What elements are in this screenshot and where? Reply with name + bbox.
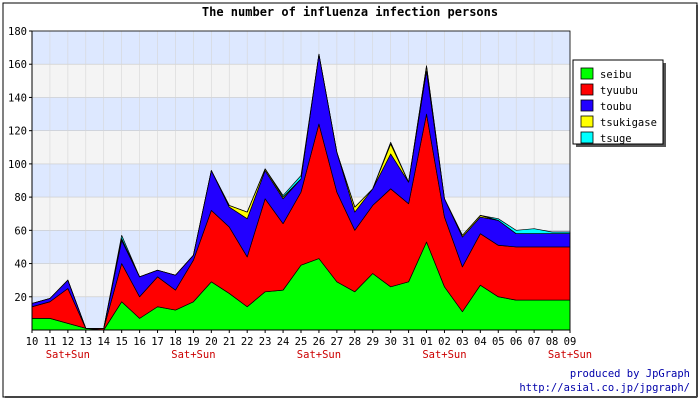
x-tick-label: 31: [402, 336, 415, 348]
credit-line-1: produced by JpGraph: [570, 368, 690, 380]
x-tick-label: 15: [115, 336, 128, 348]
y-axis-tick-labels: 20 40 60 80 100 120 140 160 180: [8, 26, 32, 304]
y-tick-label: 180: [8, 26, 27, 38]
x-axis-tick-labels: 10 11 12 13 14 15 16 17 18 19 20 21 22 23 24 25 26 27 28 29…: [26, 330, 577, 348]
legend-label-tsuge: tsuge: [600, 133, 632, 145]
x-tick-label: 26: [313, 336, 326, 348]
x-tick-label: 11: [44, 336, 57, 348]
x-tick-label: 04: [474, 336, 487, 348]
weekend-label: Sat+Sun: [297, 349, 341, 361]
y-tick-label: 140: [8, 92, 27, 104]
x-tick-label: 09: [564, 336, 577, 348]
legend-swatch-tsuge: [580, 131, 594, 144]
y-tick-label: 120: [8, 126, 27, 138]
y-tick-label: 40: [14, 259, 27, 271]
legend: seibu tyuubu toubu tsukigase tsuge: [572, 59, 666, 147]
x-tick-label: 16: [133, 336, 146, 348]
x-tick-label: 29: [366, 336, 379, 348]
x-tick-label: 19: [187, 336, 200, 348]
x-tick-label: 14: [97, 336, 110, 348]
y-tick-label: 60: [14, 225, 27, 237]
x-tick-label: 22: [241, 336, 254, 348]
x-tick-label: 05: [492, 336, 505, 348]
legend-swatch-tyuubu: [580, 83, 594, 96]
x-tick-label: 24: [277, 336, 290, 348]
x-tick-label: 06: [510, 336, 523, 348]
legend-label-toubu: toubu: [600, 101, 632, 113]
credit-line-2: http://asial.co.jp/jpgraph/: [519, 382, 690, 394]
weekend-label: Sat+Sun: [422, 349, 466, 361]
x-tick-label: 10: [26, 336, 39, 348]
x-tick-label: 17: [151, 336, 164, 348]
weekend-label: Sat+Sun: [46, 349, 90, 361]
legend-label-tsukigase: tsukigase: [600, 117, 657, 129]
legend-swatch-toubu: [580, 99, 594, 112]
chart-title: The number of influenza infection person…: [202, 5, 498, 19]
x-tick-label: 03: [456, 336, 469, 348]
legend-label-tyuubu: tyuubu: [600, 85, 638, 97]
y-tick-label: 80: [14, 192, 27, 204]
x-tick-label: 12: [62, 336, 75, 348]
x-tick-label: 21: [223, 336, 236, 348]
y-tick-label: 20: [14, 292, 27, 304]
x-tick-label: 28: [348, 336, 361, 348]
weekend-label: Sat+Sun: [171, 349, 215, 361]
x-tick-label: 02: [438, 336, 451, 348]
x-tick-label: 20: [205, 336, 218, 348]
x-tick-label: 23: [259, 336, 272, 348]
x-tick-label: 07: [528, 336, 541, 348]
y-tick-label: 100: [8, 159, 27, 171]
legend-swatch-seibu: [580, 67, 594, 80]
legend-label-seibu: seibu: [600, 69, 632, 81]
x-tick-label: 25: [295, 336, 308, 348]
x-tick-label: 13: [79, 336, 92, 348]
weekend-label: Sat+Sun: [548, 349, 592, 361]
x-tick-label: 27: [331, 336, 344, 348]
x-tick-label: 18: [169, 336, 182, 348]
x-tick-label: 30: [384, 336, 397, 348]
x-tick-label: 08: [546, 336, 559, 348]
y-tick-label: 160: [8, 59, 27, 71]
weekend-labels: Sat+Sun Sat+Sun Sat+Sun Sat+Sun Sat+Sun: [46, 349, 592, 361]
legend-swatch-tsukigase: [580, 115, 594, 128]
x-tick-label: 01: [420, 336, 433, 348]
